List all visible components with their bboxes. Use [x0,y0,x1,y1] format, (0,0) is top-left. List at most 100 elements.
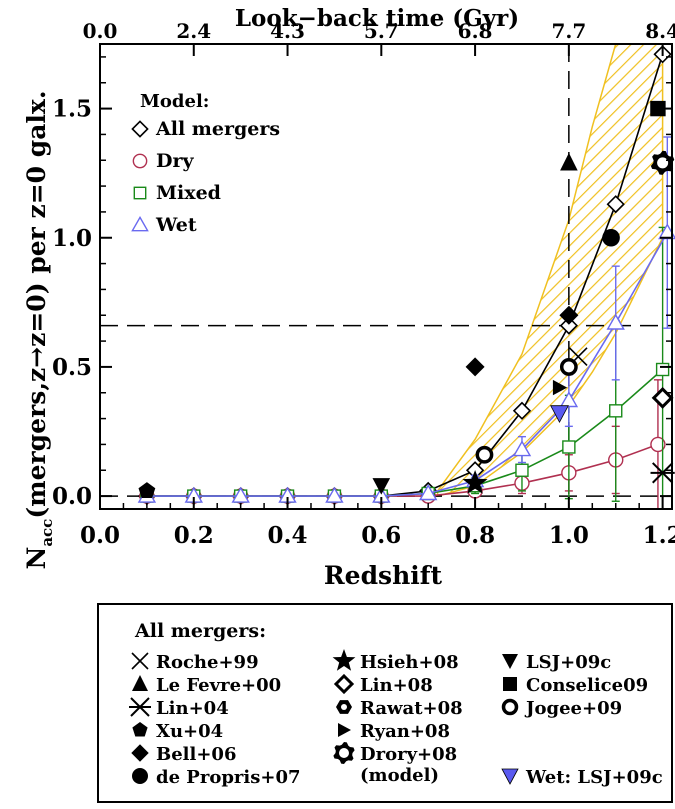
series-mixed-point [609,404,623,418]
y-axis-label-sub: acc [38,519,56,547]
series-mixed-point-shape [515,463,529,477]
series-mixed-point-shape [562,440,576,454]
legend-box-marker [332,649,356,671]
legend-box-marker [132,722,148,737]
axes: 0.0 0.2 0.4 0.6 0.8 1.0 1.2 0.0 2.4 4.3 5.7 6.8 7.7 8… [52,19,675,549]
top-tick-label: 0.0 [83,19,118,43]
legend-box-marker [131,652,149,670]
obs-conselice09-point [650,100,666,117]
legend-box-label: Lin+08 [360,675,433,696]
x-axis-label: Redshift [324,561,443,590]
obs-conselice09-point-shape [650,100,666,117]
series-all-mergers-point-shape [512,401,532,420]
model-legend-marker [132,153,148,169]
obs-lsj-09c-point-shape [372,478,391,495]
x-tick-label: 1.0 [549,522,589,549]
series-mixed-point-shape [655,362,670,377]
series-wet-point-shape [231,486,250,503]
series-wet-point-shape [606,313,625,330]
model-legend-title: Model: [140,91,209,112]
legend-box-label: Xu+04 [156,721,223,742]
legend-box-marker-shape [132,768,148,784]
legend-box-marker-shape [333,673,355,695]
model-legend-marker [133,186,147,200]
top-tick-label: 4.3 [270,19,305,43]
series-wet-point-shape [325,486,344,503]
plot-area: Model: All mergers Dry Mixed Wet [100,43,675,510]
obs-lin-04-point [650,462,675,484]
model-legend-marker-shape [133,186,147,200]
x-tick-label: 0.0 [80,522,120,549]
top-tick-label: 5.7 [364,19,399,43]
obs-lin-04-point-shape [650,462,675,484]
obs-jogee-09-point [559,358,578,376]
legend-box-label: Roche+99 [156,652,259,673]
top-tick-label: 2.4 [176,19,211,43]
obs-lsj-09c-point [372,478,391,495]
legend-box-label: Conselice09 [526,675,648,696]
legend-box-marker-shape [338,723,351,737]
obs-jogee-09-point-shape [559,358,578,376]
legend-box-label: Lin+04 [156,698,229,719]
legend-box-marker-shape [129,697,151,717]
legend-box-label: (model) [360,765,439,786]
obs-hsieh-08-point [462,470,488,494]
series-wet-point [559,391,579,408]
legend-box-marker [338,723,351,737]
obs-ryan-08-point [552,379,568,396]
legend-box-marker [131,744,149,762]
legend-box-marker [132,675,148,691]
model-legend-label: Dry [156,150,194,172]
model-legend-label: Mixed [156,182,221,204]
series-wet-point [512,440,532,457]
series-wet-point [418,484,438,501]
series-all-mergers-point [512,401,532,420]
series-wet-point-shape [559,391,579,408]
y-tick-label: 1.5 [52,96,92,123]
top-tick-label: 6.8 [458,19,493,43]
series-all-mergers-point-shape [606,195,625,214]
model-legend-marker [131,120,149,138]
series-mixed-point-shape [609,404,623,418]
y-axis-label-rest: (mergers,z→z=0) per z=0 galx. [22,90,51,518]
legend-box-marker-hole [339,748,349,758]
x-tick-label: 0.4 [268,522,308,549]
model-legend-marker [131,215,149,232]
legend-box-marker-shape [332,649,356,671]
legend-box-marker [501,698,519,716]
y-tick-label: 0.5 [52,354,92,381]
obs-wet-lsj-09c-point-shape [550,405,569,424]
model-legend-marker-shape [132,153,148,169]
y-tick-label: 1.0 [52,225,92,252]
top-axis-label: Look−back time (Gyr) [235,5,519,32]
obs-xu-04-point [138,482,156,498]
top-tick-label: 8.4 [645,19,675,43]
series-mixed-point [562,440,576,454]
obs-jogee-09-point [475,445,494,464]
legend-box-label: Bell+06 [156,744,236,765]
x-tick-label: 0.2 [174,522,214,549]
legend-box-marker [132,768,148,784]
obs-bell-06-point-shape [465,357,485,377]
series-all-mergers-point-shape [559,316,579,335]
legend-box-label: Hsieh+08 [360,652,459,673]
legend-box-marker-shape [501,698,519,716]
y-tick-label: 0.0 [52,483,92,510]
legend-box-marker [333,742,355,764]
obs-bell-06-point [559,305,579,325]
plot-frame [99,43,673,510]
legend-box-marker [501,768,519,785]
legend-box-label: Wet: LSJ+09c [525,767,663,788]
series-dry-point [650,436,666,453]
legend-box [97,603,673,803]
legend-box-label: de Propris+07 [156,767,301,788]
obs-jogee-09-point-shape [475,445,494,464]
top-tick-label: 7.7 [551,19,586,43]
legend-box-label: Rawat+08 [360,698,463,719]
series-all-mergers-point [606,195,625,214]
legend-box-marker [129,697,151,717]
series-mixed-point [515,463,529,477]
legend-box-marker-hole [341,704,347,710]
